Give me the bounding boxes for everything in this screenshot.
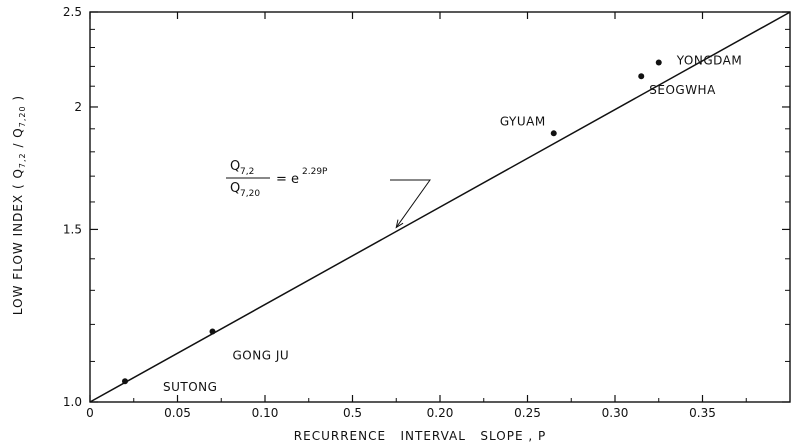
x-tick-label: 0.10 [252,406,279,420]
x-tick-label: 0.20 [427,406,454,420]
y-axis-ticks: 1.0 1.5 2 2.5 [63,5,790,409]
fit-line-group [89,11,791,403]
y-axis-label-sub: 7,2 [18,152,27,168]
data-point-label: GYUAM [500,114,546,128]
data-point [655,59,662,66]
x-axis-ticks: 0 0.05 0.10 0.5 0.20 0.25 0.30 0.35 [86,12,747,420]
data-point [122,378,128,385]
y-axis-label-sub: 7,20 [18,105,27,127]
y-axis-label-part: / Q [11,127,25,152]
data-point-label: SEOGWHA [649,83,716,97]
equation-denominator-q: Q [230,181,240,196]
equation-exponent: 2.29P [302,167,328,177]
data-point-label: YONGDAM [676,54,743,68]
x-axis-label: RECURRENCE INTERVAL SLOPE , P [294,429,546,443]
y-axis-label: LOW FLOW INDEX ( Q7,2 / Q7,20 ) [11,95,27,315]
data-point [550,130,557,137]
y-tick-label: 2 [74,100,82,114]
y-axis-label-part: ) [11,95,25,106]
equation-leader-line [390,179,431,228]
data-point-label: SUTONG [163,380,217,394]
fit-line [89,11,791,403]
x-tick-label: 0.5 [343,406,362,420]
data-points: SUTONG GONG JU GYUAM SEOGWHA YONGDAM [122,54,743,394]
y-axis-label-part: LOW FLOW INDEX ( Q [11,168,25,315]
y-tick-label: 1.5 [63,222,82,236]
equation-rhs: = e [276,172,299,187]
x-tick-label: 0.30 [602,406,629,420]
y-tick-label: 1.0 [63,395,82,409]
x-tick-label: 0 [86,406,94,420]
data-point [638,73,645,80]
data-point-label: GONG JU [233,349,290,363]
equation-numerator-sub: 7,2 [240,167,254,177]
x-tick-label: 0.05 [164,406,191,420]
equation-annotation: Q 7,2Q 7,20= e 2.29P [226,159,431,229]
equation-arrowhead [395,219,404,229]
data-point [209,328,216,335]
x-tick-label: 0.35 [689,406,716,420]
y-tick-label: 2.5 [63,5,82,19]
x-tick-label: 0.25 [514,406,541,420]
equation-numerator-q: Q [230,159,240,174]
equation-denominator-sub: 7,20 [240,189,260,199]
